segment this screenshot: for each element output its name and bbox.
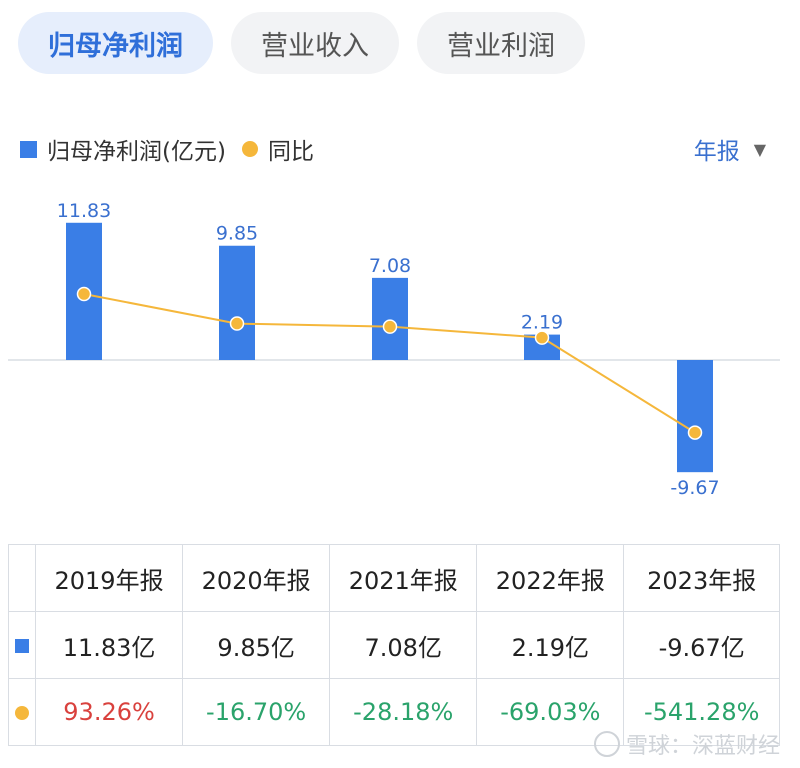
bar-value-label: 11.83	[57, 200, 111, 222]
yoy-point	[382, 319, 398, 334]
yoy-point	[534, 330, 550, 345]
header-cell: 2023年报	[623, 544, 780, 612]
watermark-text: 雪球：深蓝财经	[625, 734, 780, 759]
yoy-point	[229, 316, 245, 331]
bar-legend-label: 归母净利润(亿元)	[47, 139, 226, 165]
table-row-yoy: 93.26% -16.70% -28.18% -69.03% -541.28%	[8, 678, 780, 746]
watermark: 雪球：深蓝财经	[593, 728, 780, 760]
period-label: 年报	[693, 139, 740, 165]
bar-value-label: 7.08	[369, 255, 411, 277]
chart-area: 11.83 9.85 7.08 2.19 -9.67	[8, 200, 780, 499]
yoy-point	[687, 425, 703, 440]
chevron-down-icon: ▼	[753, 139, 766, 159]
header-cell: 2021年报	[329, 544, 478, 612]
bar-2021年报	[372, 277, 408, 360]
yoy-cell: -28.18%	[329, 678, 478, 746]
line-series-marker	[15, 706, 29, 720]
yoy-cell: 93.26%	[34, 678, 184, 746]
profit-cell: -9.67亿	[623, 611, 780, 679]
tab-revenue[interactable]: 营业收入	[231, 12, 399, 74]
table-header-row: 2019年报 2020年报 2021年报 2022年报 2023年报	[8, 544, 780, 612]
header-cell: 2019年报	[34, 544, 184, 612]
bar-2023年报	[677, 360, 713, 473]
yoy-cell: -541.28%	[623, 678, 780, 746]
bar-value-label: 9.85	[216, 223, 258, 245]
bar-value-label: -9.67	[670, 477, 719, 499]
chart-legend: 归母净利润(亿元) 同比	[20, 132, 314, 166]
table-row-profit: 11.83亿 9.85亿 7.08亿 2.19亿 -9.67亿	[8, 611, 780, 679]
xueqiu-logo-icon	[593, 731, 620, 757]
bar-2020年报	[219, 245, 255, 360]
header-cell: 2022年报	[476, 544, 625, 612]
yoy-point	[76, 286, 92, 302]
yoy-cell: -16.70%	[182, 678, 331, 746]
data-table: 2019年报 2020年报 2021年报 2022年报 2023年报 11.83…	[8, 544, 780, 746]
bar-series-marker	[15, 639, 29, 653]
tab-operating-profit[interactable]: 营业利润	[417, 12, 585, 74]
profit-cell: 9.85亿	[182, 611, 331, 679]
tab-net-profit[interactable]: 归母净利润	[18, 12, 213, 74]
profit-cell: 11.83亿	[34, 611, 184, 679]
profit-cell: 7.08亿	[329, 611, 478, 679]
line-legend-marker	[241, 141, 258, 157]
metric-tabs: 归母净利润 营业收入 营业利润	[18, 12, 585, 74]
bar-value-label: 2.19	[521, 312, 563, 334]
bar-legend-marker	[20, 140, 37, 158]
header-cell: 2020年报	[182, 544, 331, 612]
period-selector[interactable]: 年报 ▼	[694, 132, 766, 166]
profit-cell: 2.19亿	[476, 611, 625, 679]
line-legend-label: 同比	[267, 139, 314, 165]
